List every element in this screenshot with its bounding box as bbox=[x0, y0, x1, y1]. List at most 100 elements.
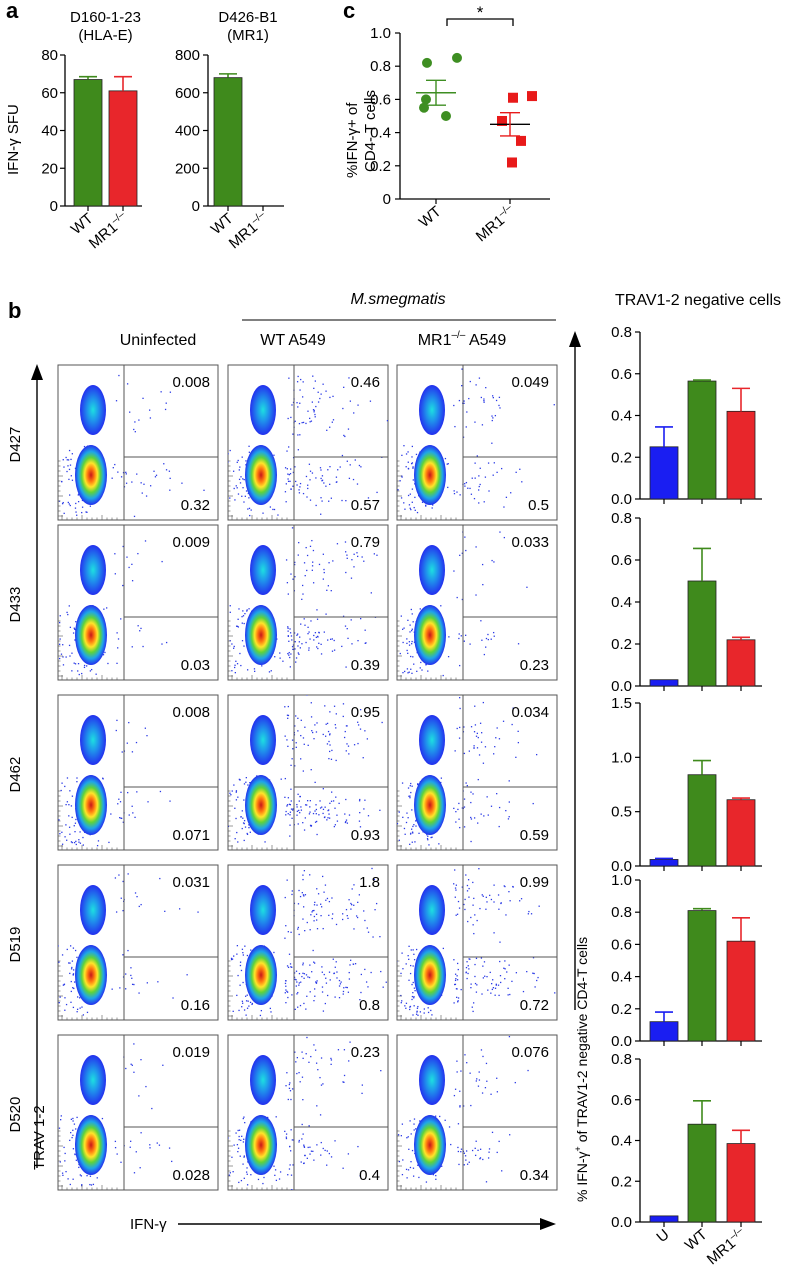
event-dot bbox=[76, 781, 78, 783]
event-dot bbox=[498, 738, 501, 740]
event-dot bbox=[228, 461, 229, 463]
event-dot bbox=[77, 662, 80, 665]
event-dot bbox=[454, 896, 456, 898]
event-dot bbox=[297, 375, 299, 378]
event-dot bbox=[416, 511, 419, 514]
event-dot bbox=[302, 962, 304, 964]
event-dot bbox=[465, 634, 467, 636]
event-dot bbox=[242, 822, 245, 824]
event-dot bbox=[286, 879, 288, 881]
event-dot bbox=[482, 895, 484, 897]
event-dot bbox=[139, 1167, 141, 1169]
event-dot bbox=[312, 549, 315, 552]
event-dot bbox=[286, 805, 288, 807]
event-dot bbox=[81, 499, 84, 502]
event-dot bbox=[346, 743, 348, 745]
data-point bbox=[508, 92, 518, 103]
upper-right-percent: 0.019 bbox=[172, 1044, 210, 1061]
event-dot bbox=[295, 715, 297, 717]
event-dot bbox=[325, 723, 327, 725]
event-dot bbox=[244, 613, 246, 615]
event-dot bbox=[140, 627, 142, 630]
lower-right-percent: 0.23 bbox=[520, 657, 549, 674]
event-dot bbox=[122, 584, 124, 587]
event-dot bbox=[475, 1080, 477, 1082]
event-dot bbox=[237, 796, 239, 798]
event-dot bbox=[73, 987, 75, 990]
event-dot bbox=[250, 509, 252, 511]
population-lower bbox=[75, 605, 107, 665]
event-dot bbox=[399, 652, 401, 655]
event-dot bbox=[298, 984, 300, 986]
event-dot bbox=[319, 467, 322, 469]
event-dot bbox=[299, 402, 301, 404]
event-dot bbox=[488, 490, 490, 492]
event-dot bbox=[331, 749, 333, 752]
event-dot bbox=[314, 851, 315, 852]
event-dot bbox=[76, 1116, 78, 1119]
event-dot bbox=[508, 964, 510, 966]
event-dot bbox=[237, 459, 239, 462]
event-dot bbox=[477, 736, 479, 739]
event-dot bbox=[229, 792, 231, 794]
event-dot bbox=[263, 1176, 265, 1179]
event-dot bbox=[321, 480, 323, 482]
bar bbox=[726, 639, 756, 687]
event-dot bbox=[299, 636, 301, 638]
event-dot bbox=[410, 782, 412, 785]
bar-subplot: 0.00.51.01.5 bbox=[611, 695, 762, 875]
event-dot bbox=[243, 1009, 246, 1011]
event-dot bbox=[273, 508, 276, 511]
event-dot bbox=[313, 387, 315, 390]
upper-right-percent: 1.8 bbox=[359, 874, 380, 891]
event-dot bbox=[483, 399, 485, 402]
event-dot bbox=[68, 503, 70, 505]
event-dot bbox=[237, 493, 240, 495]
event-dot bbox=[287, 417, 289, 420]
event-dot bbox=[311, 539, 313, 542]
event-dot bbox=[68, 644, 71, 647]
event-dot bbox=[89, 670, 92, 672]
event-dot bbox=[363, 560, 365, 562]
event-dot bbox=[357, 404, 359, 406]
event-dot bbox=[251, 1003, 253, 1006]
event-dot bbox=[231, 1156, 233, 1158]
event-dot bbox=[397, 489, 399, 491]
event-dot bbox=[279, 1171, 282, 1173]
event-dot bbox=[240, 476, 242, 478]
y-tick-label: 0.8 bbox=[611, 510, 632, 527]
event-dot bbox=[292, 648, 294, 651]
event-dot bbox=[476, 1078, 478, 1080]
event-dot bbox=[508, 1035, 511, 1038]
event-dot bbox=[136, 791, 138, 793]
event-dot bbox=[484, 476, 487, 478]
event-dot bbox=[220, 992, 221, 993]
event-dot bbox=[495, 983, 497, 985]
event-dot bbox=[330, 1059, 333, 1061]
event-dot bbox=[286, 1072, 288, 1074]
column-wt-a549: WT A549 bbox=[260, 332, 326, 349]
event-dot bbox=[327, 585, 330, 587]
event-dot bbox=[376, 491, 378, 494]
event-dot bbox=[494, 987, 497, 989]
event-dot bbox=[295, 480, 297, 483]
event-dot bbox=[466, 890, 469, 892]
event-dot bbox=[69, 790, 71, 792]
event-dot bbox=[330, 1156, 333, 1158]
event-dot bbox=[131, 580, 134, 582]
event-dot bbox=[402, 816, 404, 819]
event-dot bbox=[474, 724, 477, 726]
event-dot bbox=[275, 1116, 277, 1118]
event-dot bbox=[169, 391, 172, 393]
event-dot bbox=[120, 791, 122, 793]
event-dot bbox=[62, 656, 64, 658]
event-dot bbox=[464, 1054, 466, 1056]
event-dot bbox=[163, 463, 165, 465]
flow-plot-content bbox=[229, 527, 378, 674]
event-dot bbox=[68, 826, 71, 828]
event-dot bbox=[77, 670, 79, 672]
event-dot bbox=[305, 974, 308, 976]
event-dot bbox=[250, 1174, 252, 1176]
event-dot bbox=[289, 1150, 292, 1152]
event-dot bbox=[233, 645, 235, 648]
